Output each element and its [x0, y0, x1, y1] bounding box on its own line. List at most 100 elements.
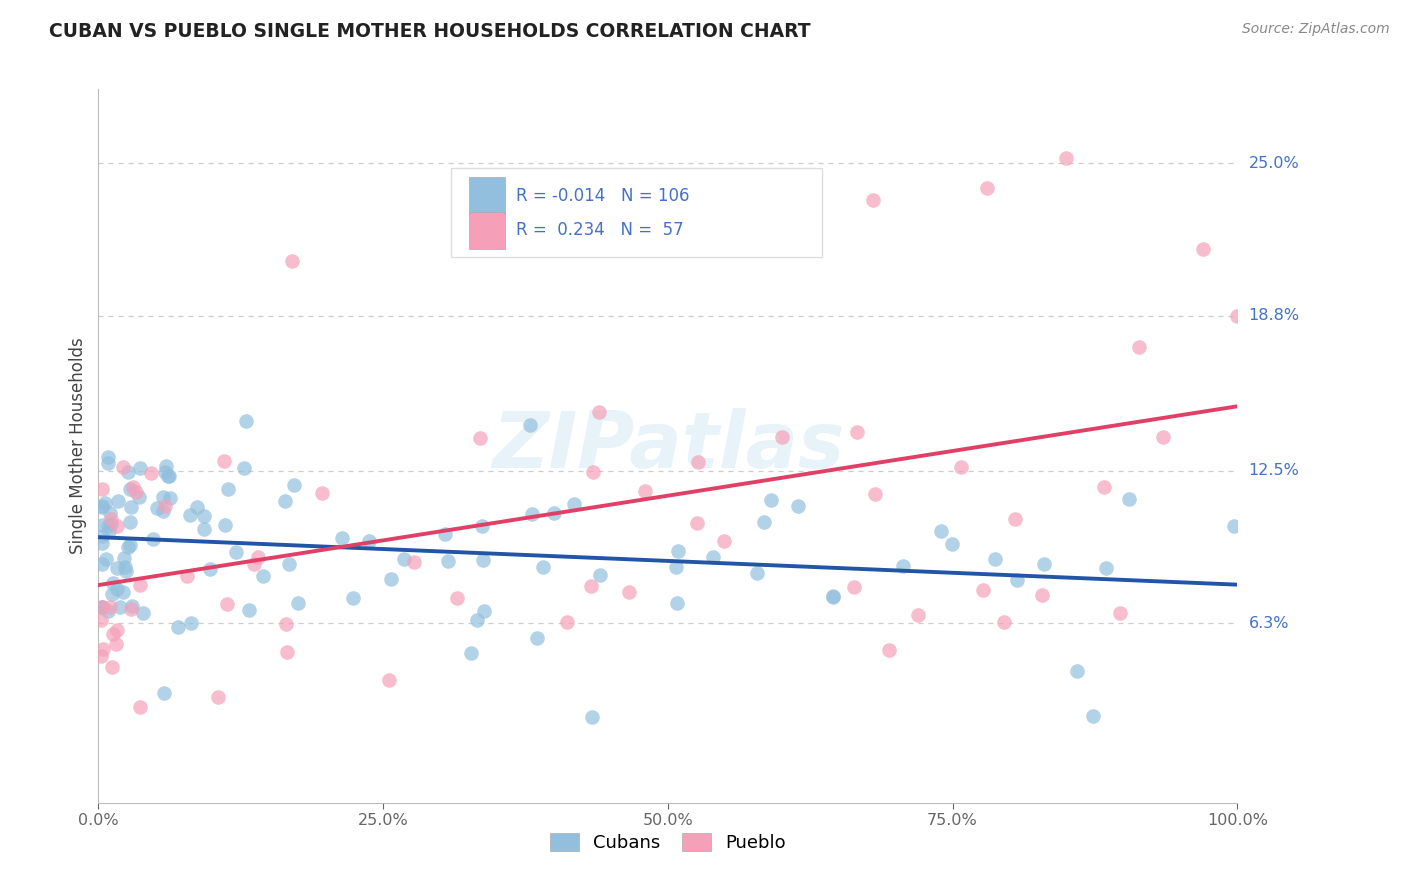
Point	[468, 431, 491, 445]
Point	[1066, 664, 1088, 678]
Point	[153, 499, 176, 513]
Point	[588, 405, 610, 419]
Point	[214, 517, 236, 532]
Point	[579, 579, 602, 593]
Point	[94, 552, 117, 566]
Point	[657, 169, 679, 183]
Point	[972, 583, 994, 598]
Point	[581, 709, 603, 723]
Point	[93, 496, 115, 510]
Point	[179, 508, 201, 523]
Point	[91, 600, 114, 615]
Point	[666, 544, 689, 558]
Point	[105, 637, 128, 651]
Point	[471, 552, 494, 566]
Point	[101, 575, 124, 590]
Point	[1031, 588, 1053, 602]
Point	[214, 454, 236, 468]
Point	[128, 461, 150, 475]
Point	[1005, 573, 1028, 587]
Point	[139, 466, 162, 480]
Point	[589, 567, 612, 582]
Point	[90, 536, 112, 550]
Point	[582, 465, 605, 479]
Point	[330, 531, 353, 545]
Point	[277, 557, 299, 571]
Point	[91, 482, 114, 496]
Point	[91, 500, 114, 514]
Point	[186, 500, 208, 514]
Point	[166, 620, 188, 634]
Point	[877, 643, 900, 657]
Point	[100, 517, 122, 532]
Point	[823, 589, 845, 603]
Point	[276, 645, 298, 659]
Point	[392, 551, 415, 566]
Point	[281, 254, 304, 268]
Point	[98, 506, 121, 520]
Point	[446, 591, 468, 605]
Point	[112, 584, 135, 599]
Text: 25.0%: 25.0%	[1249, 155, 1299, 170]
Point	[1192, 242, 1215, 256]
Point	[97, 604, 120, 618]
Point	[617, 585, 640, 599]
FancyBboxPatch shape	[451, 168, 821, 257]
Point	[107, 494, 129, 508]
Point	[1095, 561, 1118, 575]
Point	[100, 511, 122, 525]
Point	[193, 508, 215, 523]
Point	[120, 500, 142, 515]
Point	[90, 557, 112, 571]
Point	[634, 484, 657, 499]
Point	[98, 524, 121, 538]
Point	[907, 608, 929, 623]
Point	[225, 545, 247, 559]
Point	[311, 485, 333, 500]
Point	[97, 456, 120, 470]
Point	[520, 507, 543, 521]
Point	[118, 482, 141, 496]
Point	[252, 569, 274, 583]
Point	[276, 617, 298, 632]
Text: Source: ZipAtlas.com: Source: ZipAtlas.com	[1241, 22, 1389, 37]
Point	[1118, 491, 1140, 506]
Point	[112, 551, 135, 566]
Point	[434, 527, 457, 541]
Point	[103, 627, 125, 641]
Point	[761, 492, 783, 507]
Point	[745, 566, 768, 580]
Point	[117, 540, 139, 554]
Point	[217, 597, 239, 611]
Point	[142, 533, 165, 547]
Point	[519, 417, 541, 432]
Point	[156, 469, 179, 483]
Point	[96, 450, 118, 464]
Point	[232, 461, 254, 475]
Point	[342, 591, 364, 605]
Point	[862, 193, 884, 207]
Point	[686, 516, 709, 531]
Point	[90, 600, 112, 615]
FancyBboxPatch shape	[468, 211, 505, 249]
Text: R = -0.014   N = 106: R = -0.014 N = 106	[516, 187, 690, 205]
Point	[217, 483, 239, 497]
Point	[120, 515, 142, 529]
Point	[159, 491, 181, 505]
Point	[404, 555, 426, 569]
Point	[842, 580, 865, 594]
Point	[152, 491, 174, 505]
Point	[283, 478, 305, 492]
Point	[90, 649, 112, 664]
Point	[976, 180, 998, 194]
Point	[702, 549, 724, 564]
Point	[105, 561, 128, 575]
Text: 6.3%: 6.3%	[1249, 615, 1289, 631]
Point	[460, 646, 482, 660]
Point	[891, 558, 914, 573]
Point	[112, 460, 135, 475]
Point	[238, 603, 260, 617]
Text: R =  0.234   N =  57: R = 0.234 N = 57	[516, 221, 683, 239]
Point	[152, 504, 174, 518]
Point	[1032, 557, 1054, 571]
